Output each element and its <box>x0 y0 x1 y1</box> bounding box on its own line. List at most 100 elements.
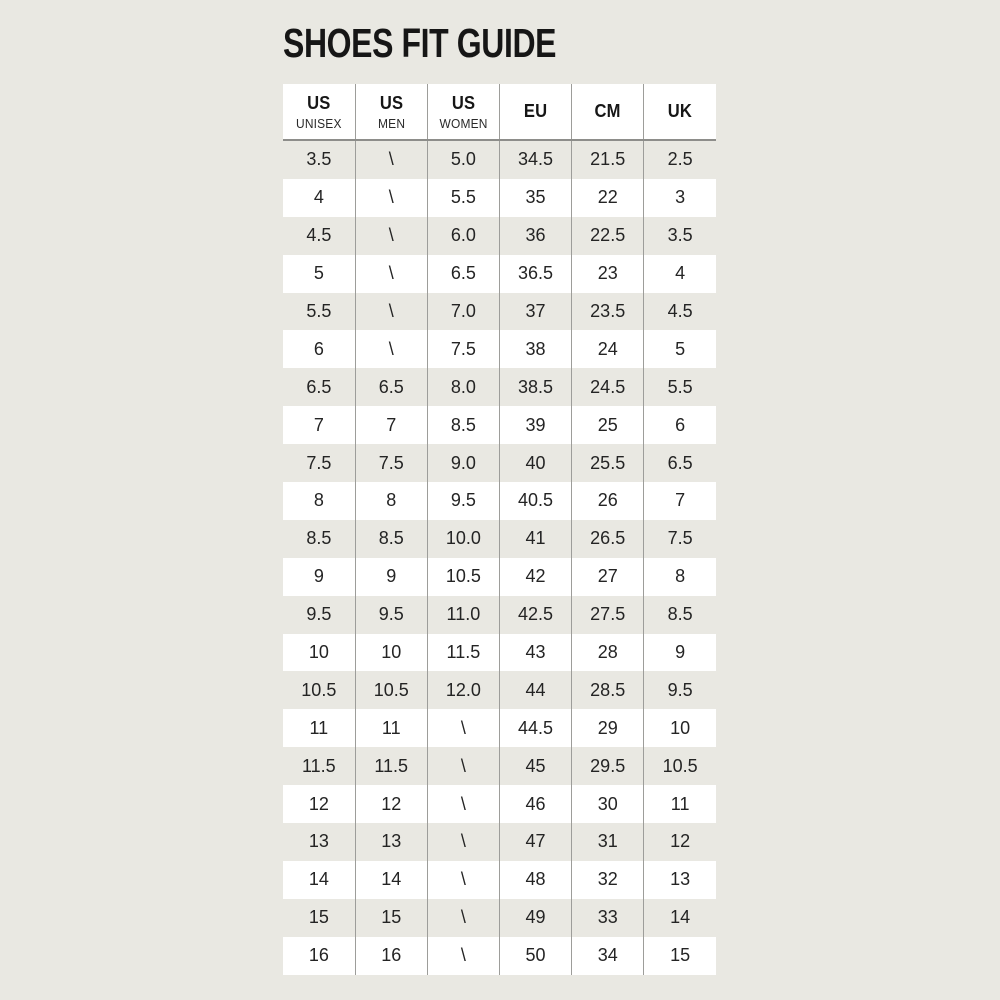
size-cell: 29 <box>571 709 644 748</box>
size-cell: \ <box>426 823 500 861</box>
table-row: 11 11 \ 44.5 29 10 <box>283 709 716 748</box>
size-cell: 24.5 <box>571 368 644 407</box>
table-row: 7.5 7.5 9.0 40 25.5 6.5 <box>283 444 716 483</box>
table-row: 13 13 \ 47 31 12 <box>283 823 716 861</box>
size-cell: 41 <box>498 519 572 558</box>
size-cell: 46 <box>498 785 572 824</box>
column-label: EU <box>523 101 548 121</box>
size-cell: 11.5 <box>301 755 336 776</box>
size-cell: 8.0 <box>426 368 500 407</box>
size-cell: 9.5 <box>426 482 500 520</box>
table-body: 3.5 \ 5.0 34.5 21.5 2.5 4 \ 5.5 35 22 3 4.5 \ 6.0 36 22.… <box>283 140 716 975</box>
size-cell: 7 <box>354 406 428 445</box>
column-header-cm: CM <box>571 84 644 141</box>
size-guide-panel: SHOES FIT GUIDE US UNISEX US MEN US WOMEN EU CM… <box>283 23 716 975</box>
size-cell: 7.5 <box>643 519 716 558</box>
size-cell: \ <box>354 254 428 293</box>
size-cell: 4.5 <box>643 292 716 331</box>
size-cell: \ <box>354 216 428 255</box>
size-cell: 32 <box>571 860 644 899</box>
size-cell: 14 <box>283 860 356 899</box>
size-cell: 4.5 <box>306 225 332 246</box>
table-header-row: US UNISEX US MEN US WOMEN EU CM UK <box>283 84 716 141</box>
size-cell: 7 <box>283 406 356 445</box>
size-cell: 13 <box>308 831 329 852</box>
size-cell: 21.5 <box>571 140 644 179</box>
size-cell: \ <box>354 140 428 179</box>
size-cell: 8.5 <box>426 406 500 445</box>
size-cell: 44.5 <box>498 709 572 748</box>
size-cell: 47 <box>498 823 572 861</box>
size-cell: 6 <box>643 406 716 445</box>
column-header-eu: EU <box>498 84 572 141</box>
size-cell: 23 <box>571 254 644 293</box>
size-cell: 11.5 <box>426 633 500 672</box>
size-cell: 10.5 <box>643 747 716 786</box>
size-cell: 11 <box>354 709 428 748</box>
table-header: US UNISEX US MEN US WOMEN EU CM UK <box>283 84 716 141</box>
size-cell: \ <box>426 936 500 975</box>
size-cell: 3.5 <box>643 216 716 255</box>
size-cell: 6.5 <box>306 376 332 397</box>
size-cell: 29.5 <box>571 747 644 786</box>
column-label: CM <box>594 101 621 121</box>
size-cell: 14 <box>354 860 428 899</box>
size-cell: 28.5 <box>571 671 644 710</box>
size-cell: 26 <box>571 482 644 520</box>
size-cell: 12 <box>283 785 356 824</box>
size-cell: 12 <box>643 823 716 861</box>
size-cell: 44 <box>498 671 572 710</box>
size-cell: 8.5 <box>354 519 428 558</box>
size-cell: 4 <box>283 178 356 217</box>
size-cell: 27.5 <box>571 595 644 634</box>
size-cell: 6.5 <box>426 254 500 293</box>
size-cell: 11.0 <box>426 595 500 634</box>
table-row: 12 12 \ 46 30 11 <box>283 785 716 824</box>
table-row: 10 10 11.5 43 28 9 <box>283 633 716 672</box>
size-cell: 48 <box>498 860 572 899</box>
column-header-uk: UK <box>643 84 716 141</box>
column-label: US <box>307 92 331 113</box>
size-cell: \ <box>354 330 428 369</box>
size-cell: 5.5 <box>306 301 332 321</box>
size-cell: 10.0 <box>426 519 500 558</box>
size-cell: 10.5 <box>426 557 500 596</box>
size-cell: 12 <box>354 785 428 824</box>
size-chart-table: US UNISEX US MEN US WOMEN EU CM UK 3.5 \ 5.0 34.5 21… <box>283 84 716 975</box>
size-cell: 15 <box>643 936 716 975</box>
table-row: 11.5 11.5 \ 45 29.5 10.5 <box>283 747 716 786</box>
table-row: 10.5 10.5 12.0 44 28.5 9.5 <box>283 671 716 710</box>
size-cell: 9.5 <box>354 595 428 634</box>
size-cell: 36.5 <box>498 254 572 293</box>
size-cell: 38.5 <box>498 368 572 407</box>
size-cell: 3.5 <box>306 149 332 170</box>
size-cell: 24 <box>571 330 644 369</box>
size-cell: 25 <box>571 406 644 445</box>
size-cell: 3 <box>643 178 716 217</box>
size-cell: 16 <box>283 936 356 975</box>
size-cell: 37 <box>498 292 572 331</box>
column-sublabel: WOMEN <box>439 115 488 131</box>
size-cell: 25.5 <box>571 444 644 483</box>
column-label: US <box>379 92 403 113</box>
table-row: 6 \ 7.5 38 24 5 <box>283 330 716 369</box>
size-cell: 31 <box>571 823 644 861</box>
size-cell: 13 <box>643 860 716 899</box>
size-cell: 14 <box>643 898 716 937</box>
size-cell: \ <box>426 898 500 937</box>
size-cell: 10 <box>354 633 428 672</box>
size-cell: 28 <box>571 633 644 672</box>
size-cell: 40.5 <box>498 482 572 520</box>
size-cell: 34.5 <box>498 140 572 179</box>
size-cell: 8 <box>283 482 356 520</box>
size-cell: \ <box>354 292 428 331</box>
size-cell: \ <box>354 178 428 217</box>
table-row: 9.5 9.5 11.0 42.5 27.5 8.5 <box>283 595 716 634</box>
size-cell: 5.5 <box>426 178 500 217</box>
size-cell: 9.5 <box>643 671 716 710</box>
size-cell: 36 <box>498 216 572 255</box>
size-cell: 6 <box>283 330 356 369</box>
size-cell: 8 <box>354 482 428 520</box>
size-cell: 4 <box>643 254 716 293</box>
size-cell: 7.5 <box>306 452 332 473</box>
